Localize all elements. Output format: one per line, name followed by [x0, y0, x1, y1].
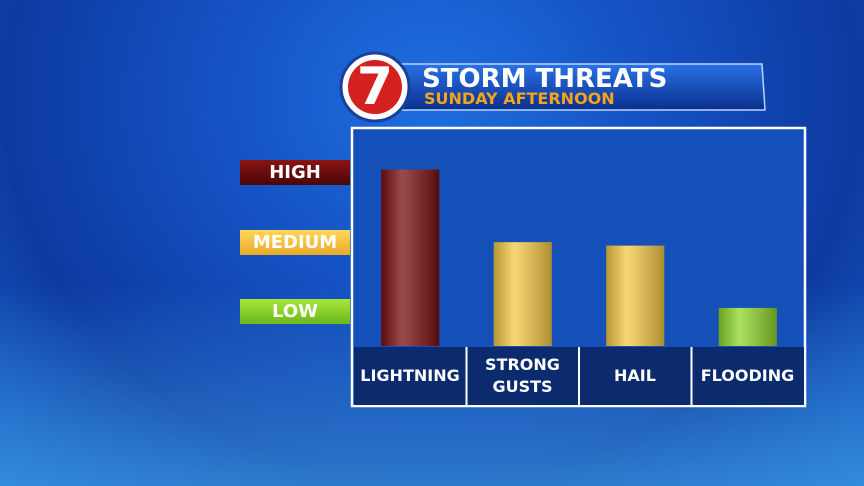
bar-shade — [493, 242, 552, 346]
x-tick-label: FLOODING — [700, 366, 795, 385]
bar-shade — [606, 245, 665, 346]
y-tick-label: LOW — [240, 298, 350, 324]
logo-text: 7 — [356, 57, 394, 117]
x-tick-label: HAIL — [614, 366, 656, 385]
bar-shade — [381, 169, 440, 346]
bar-shade — [718, 307, 777, 346]
chart-title: STORM THREATS — [422, 64, 668, 94]
chart-subtitle: SUNDAY AFTERNOON — [424, 89, 615, 108]
y-tick-label: MEDIUM — [240, 229, 350, 255]
logo-disc — [348, 60, 402, 114]
x-tick-label: LIGHTNING — [360, 366, 460, 385]
y-tick-label: HIGH — [240, 160, 350, 186]
x-tick-label: STRONG GUSTS — [485, 355, 560, 396]
